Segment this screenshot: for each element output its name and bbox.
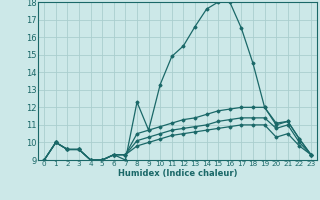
X-axis label: Humidex (Indice chaleur): Humidex (Indice chaleur) [118,169,237,178]
